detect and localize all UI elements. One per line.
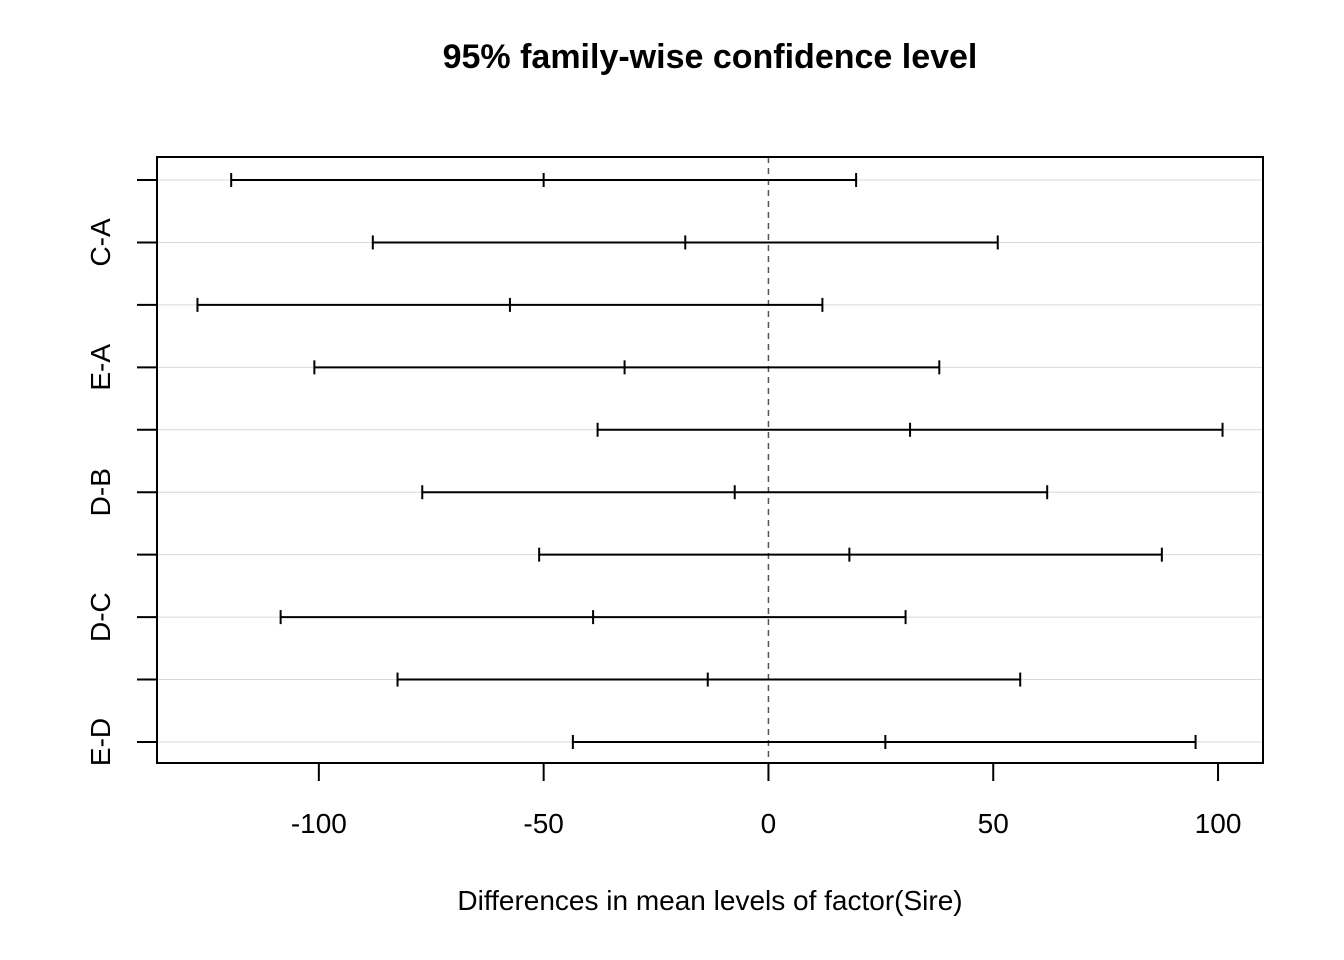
ci-b-a <box>230 173 858 187</box>
ci-e-d <box>571 735 1197 749</box>
ci-c-b <box>596 422 1224 437</box>
y-tick-label: E-D <box>85 718 116 766</box>
ci-d-a <box>196 297 824 312</box>
confidence-intervals <box>196 173 1224 749</box>
ci-e-c <box>396 672 1022 687</box>
x-tick-label: 0 <box>761 808 777 839</box>
x-tick-label: 50 <box>978 808 1009 839</box>
y-tick-label: D-B <box>85 468 116 516</box>
ci-e-a <box>313 360 941 375</box>
ci-c-a <box>371 235 999 250</box>
x-tick-label: -50 <box>523 808 563 839</box>
ci-e-b <box>538 547 1163 562</box>
y-tick-label: C-A <box>85 218 116 267</box>
plot-frame <box>156 156 1264 764</box>
grid-lines <box>157 179 1263 743</box>
ci-d-b <box>421 485 1049 500</box>
ci-d-c <box>279 610 907 625</box>
x-axis: -100 -50 0 50 100 <box>291 762 1242 839</box>
y-axis: C-A E-A D-B D-C E-D <box>85 179 157 766</box>
y-tick-label: E-A <box>85 344 116 391</box>
x-tick-label: 100 <box>1195 808 1242 839</box>
x-axis-label: Differences in mean levels of factor(Sir… <box>457 885 962 916</box>
y-tick-label: D-C <box>85 592 116 642</box>
chart-title: 95% family-wise confidence level <box>443 38 978 76</box>
x-tick-label: -100 <box>291 808 347 839</box>
